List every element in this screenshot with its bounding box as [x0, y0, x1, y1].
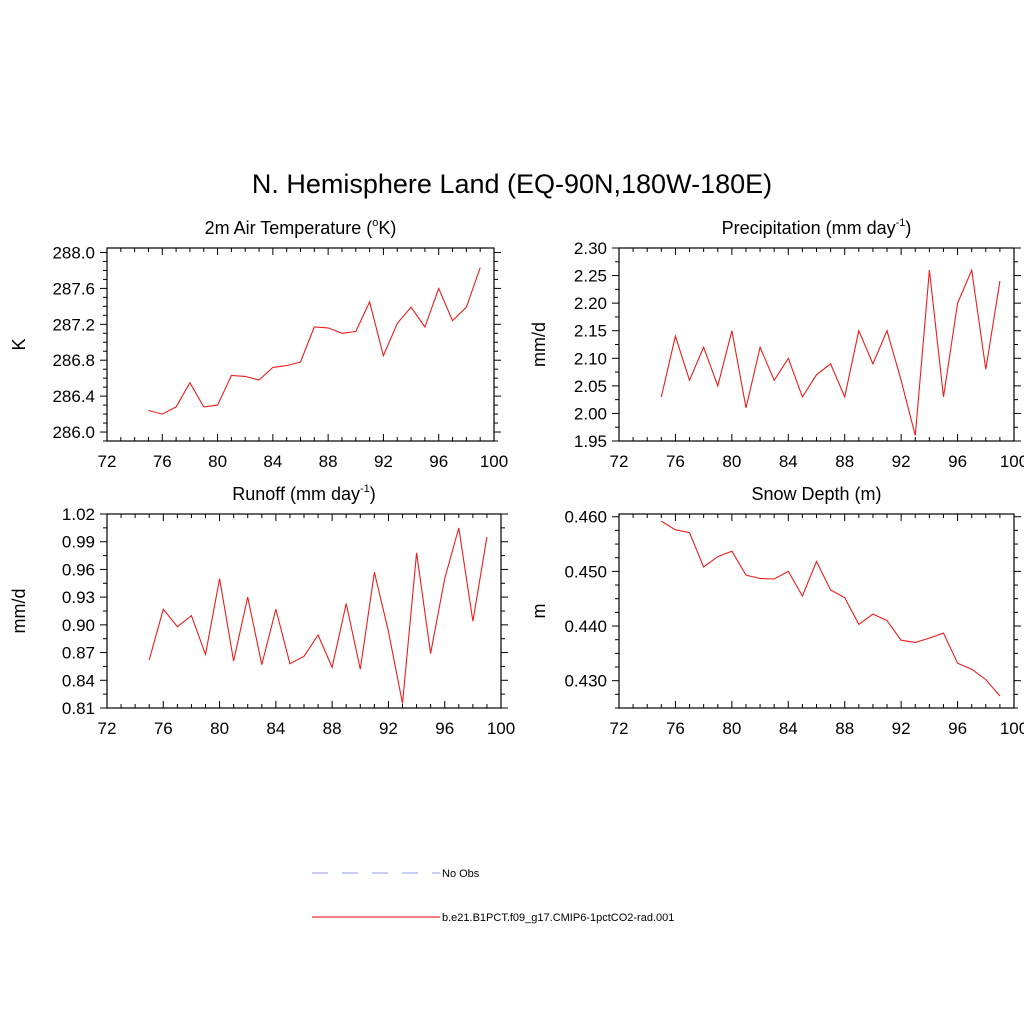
x-tick-label: 72	[98, 452, 117, 471]
y-axis-label: K	[9, 338, 29, 350]
x-tick-label: 92	[892, 719, 911, 738]
x-tick-label: 80	[208, 452, 227, 471]
chart-panel-2: Precipitation (mm day-1) 72 76 80 84 88 92 96 10…	[529, 217, 1024, 471]
y-axis-label: mm/d	[529, 322, 549, 367]
y-tick-label: 0.90	[62, 616, 95, 635]
panel-title-superscript: -1	[360, 483, 370, 495]
chart-panel-1: 2m Air Temperature (oK) 72 76 80 84 88 92 96 100…	[9, 217, 508, 471]
y-axis-label: m	[529, 604, 549, 619]
x-tick-label: 100	[480, 452, 508, 471]
panel-title-end: K)	[378, 218, 396, 238]
series-line-1	[661, 520, 1001, 697]
series-line-1	[660, 268, 1001, 436]
y-tick-label: 1.02	[62, 505, 95, 524]
x-tick-label: 88	[323, 719, 342, 738]
y-tick-label: 286.8	[52, 351, 95, 370]
legend: No Obs b.e21.B1PCT.f09_g17.CMIP6-1pctCO2…	[312, 868, 674, 924]
y-tick-label: 0.440	[564, 617, 607, 636]
y-tick-label: 0.96	[62, 560, 95, 579]
y-tick-label: 0.450	[564, 562, 607, 581]
x-tick-label: 92	[379, 719, 398, 738]
panels-group: 2m Air Temperature (oK) 72 76 80 84 88 92 96 100…	[9, 217, 1024, 738]
legend-label-no-obs: No Obs	[442, 868, 480, 880]
y-tick-label: 0.81	[62, 699, 95, 718]
y-axis-label: mm/d	[9, 589, 29, 634]
x-tick-label: 80	[722, 452, 741, 471]
panel-title-end: )	[905, 218, 911, 238]
y-tick-label: 2.05	[574, 377, 607, 396]
series-line-1	[148, 527, 488, 704]
x-tick-label: 76	[666, 719, 685, 738]
x-tick-label: 100	[1000, 452, 1024, 471]
x-tick-label: 100	[487, 719, 515, 738]
panel-title: 2m Air Temperature (oK)	[205, 217, 397, 238]
y-tick-label: 2.10	[574, 349, 607, 368]
plot-frame	[618, 513, 1015, 709]
y-tick-label: 0.93	[62, 588, 95, 607]
y-tick-label: 2.20	[574, 294, 607, 313]
y-tick-label: 2.30	[574, 239, 607, 258]
legend-label-model-run: b.e21.B1PCT.f09_g17.CMIP6-1pctCO2-rad.00…	[442, 912, 674, 924]
x-tick-label: 96	[429, 452, 448, 471]
x-tick-label: 96	[948, 719, 967, 738]
panel-title: Runoff (mm day-1)	[232, 483, 376, 504]
chart-panel-4: Snow Depth (m) 72 76 80 84 88 92 96 100 0.430 0.44…	[529, 484, 1024, 738]
y-tick-label: 0.99	[62, 533, 95, 552]
series-line-1	[148, 267, 481, 415]
y-tick-label: 2.25	[574, 267, 607, 286]
y-tick-label: 0.84	[62, 671, 95, 690]
y-tick-label: 2.00	[574, 404, 607, 423]
x-tick-label: 100	[1000, 719, 1024, 738]
panel-title-superscript: o	[372, 217, 378, 229]
main-title: N. Hemisphere Land (EQ-90N,180W-180E)	[252, 169, 772, 199]
x-tick-label: 72	[610, 452, 629, 471]
panel-title: Snow Depth (m)	[751, 484, 881, 504]
plot-frame	[106, 513, 502, 709]
x-tick-label: 88	[835, 719, 854, 738]
x-tick-label: 84	[266, 719, 285, 738]
x-tick-label: 76	[666, 452, 685, 471]
x-tick-label: 72	[98, 719, 117, 738]
y-tick-label: 288.0	[52, 243, 95, 262]
chart-panel-3: Runoff (mm day-1) 72 76 80 84 88 92 96 100 0.81 0.…	[9, 483, 515, 738]
x-tick-label: 84	[263, 452, 282, 471]
x-tick-label: 92	[374, 452, 393, 471]
x-tick-label: 80	[210, 719, 229, 738]
x-tick-label: 96	[948, 452, 967, 471]
x-tick-label: 84	[779, 452, 798, 471]
y-tick-label: 287.2	[52, 315, 95, 334]
y-tick-label: 286.0	[52, 423, 95, 442]
y-tick-label: 286.4	[52, 387, 95, 406]
x-tick-label: 84	[779, 719, 798, 738]
x-tick-label: 88	[835, 452, 854, 471]
y-tick-label: 2.15	[574, 322, 607, 341]
x-tick-label: 80	[722, 719, 741, 738]
x-tick-label: 76	[154, 719, 173, 738]
x-tick-label: 72	[610, 719, 629, 738]
panel-title: Precipitation (mm day-1)	[722, 217, 912, 238]
y-tick-label: 0.460	[564, 508, 607, 527]
x-tick-label: 96	[435, 719, 454, 738]
x-tick-label: 92	[892, 452, 911, 471]
y-tick-label: 287.6	[52, 279, 95, 298]
x-tick-label: 76	[153, 452, 172, 471]
y-tick-label: 0.87	[62, 644, 95, 663]
panel-title-end: )	[370, 484, 376, 504]
y-tick-label: 1.95	[574, 432, 607, 451]
panel-title-superscript: -1	[896, 217, 906, 229]
y-tick-label: 0.430	[564, 672, 607, 691]
x-tick-label: 88	[319, 452, 338, 471]
